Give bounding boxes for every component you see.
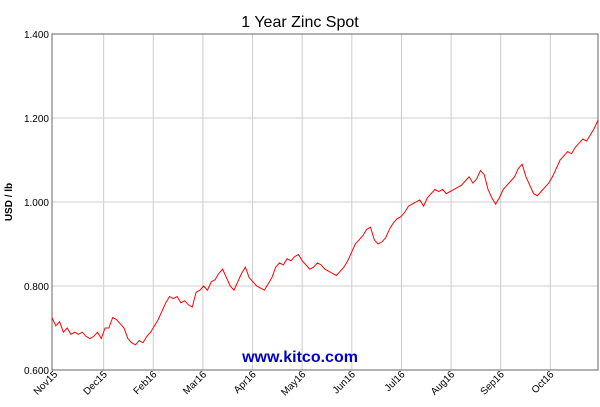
x-tick-label: Aug16 bbox=[429, 369, 458, 398]
x-axis-ticks: Nov15 Dec15 Feb16 Mar16 Apr16 May16 Jun16 Jul16… bbox=[32, 369, 557, 398]
y-tick-label: 0.800 bbox=[24, 282, 49, 293]
x-tick-label: Mar16 bbox=[181, 369, 209, 397]
y-axis-label: USD / lb bbox=[4, 183, 15, 221]
x-tick-label: Oct16 bbox=[530, 369, 557, 396]
x-tick-label: Feb16 bbox=[132, 369, 160, 397]
y-tick-label: 1.200 bbox=[24, 114, 49, 125]
x-tick-label: May16 bbox=[279, 369, 308, 398]
x-tick-label: Jun16 bbox=[331, 369, 358, 396]
x-tick-label: Apr16 bbox=[232, 369, 259, 396]
x-tick-label: Jul16 bbox=[383, 369, 408, 394]
zinc-price-line bbox=[51, 119, 599, 346]
y-tick-label: 1.400 bbox=[24, 30, 49, 41]
chart-title: 1 Year Zinc Spot bbox=[241, 14, 359, 31]
x-tick-label: Dec15 bbox=[82, 369, 111, 398]
y-tick-label: 0.600 bbox=[24, 366, 49, 377]
x-tick-label: Sep16 bbox=[479, 369, 508, 398]
plot-frame bbox=[51, 33, 599, 371]
y-tick-label: 1.000 bbox=[24, 198, 49, 209]
watermark: www.kitco.com bbox=[241, 349, 358, 366]
grid-lines bbox=[52, 33, 598, 371]
y-axis-ticks: 0.600 0.800 1.000 1.200 1.400 bbox=[24, 30, 49, 377]
